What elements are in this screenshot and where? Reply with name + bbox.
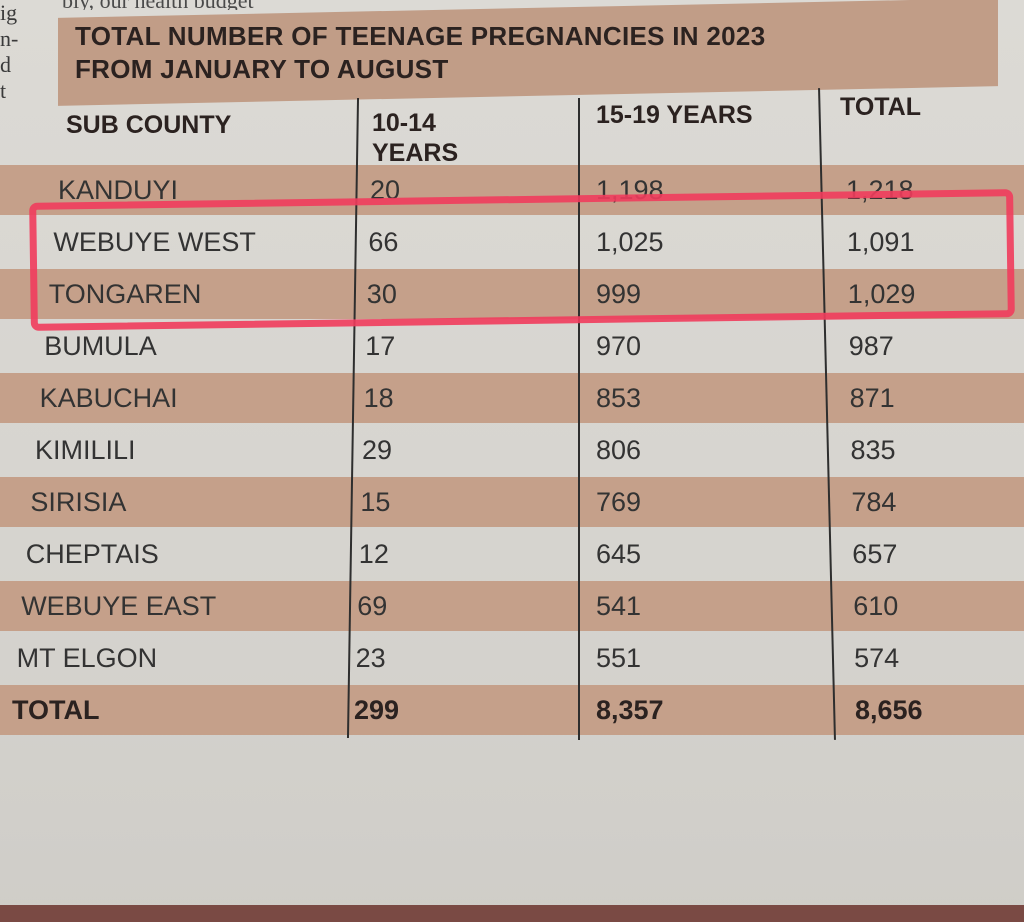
cell-10-14: 12 (358, 539, 389, 569)
cell-total: 1,029 (847, 279, 916, 309)
column-divider-2 (578, 98, 580, 740)
cell-15-19: 645 (596, 539, 642, 569)
header-10-14-years: 10-14 YEARS (372, 108, 458, 168)
header-total: TOTAL (840, 93, 922, 121)
table-row: WEBUYE EAST 69 541 610 (0, 581, 1024, 631)
cell-total: 784 (851, 487, 897, 517)
cell-10-14: 299 (354, 695, 400, 725)
cell-15-19: 551 (596, 643, 642, 673)
cell-subcounty: KABUCHAI (39, 383, 178, 413)
title-line-1: TOTAL NUMBER OF TEENAGE PREGNANCIES IN 2… (75, 21, 766, 51)
margin-text-fragment: ig n- d t (0, 0, 19, 103)
cell-subcounty: CHEPTAIS (25, 539, 159, 569)
cell-15-19: 853 (596, 383, 642, 413)
cell-15-19: 541 (596, 591, 642, 621)
cell-total: 1,218 (846, 175, 914, 205)
cell-10-14: 17 (365, 331, 396, 361)
cell-10-14: 15 (360, 487, 391, 517)
table-row: TONGAREN 30 999 1,029 (0, 269, 1024, 319)
title-line-2: FROM JANUARY TO AUGUST (75, 54, 449, 84)
cell-15-19: 999 (596, 279, 642, 309)
header-10-14-line1: 10-14 (372, 109, 436, 137)
cell-total: 835 (850, 435, 896, 465)
cell-subcounty: MT ELGON (16, 643, 158, 673)
table-title: TOTAL NUMBER OF TEENAGE PREGNANCIES IN 2… (75, 20, 975, 86)
cell-total: 657 (852, 539, 898, 569)
cell-15-19: 970 (596, 331, 642, 361)
cell-15-19: 806 (596, 435, 642, 465)
table-total-row: TOTAL 299 8,357 8,656 (0, 685, 1024, 735)
header-10-14-line2: YEARS (372, 139, 459, 167)
header-subcounty: SUB COUNTY (66, 111, 232, 139)
cell-subcounty: WEBUYE WEST (53, 227, 256, 257)
cell-10-14: 18 (363, 383, 394, 413)
header-15-19-years: 15-19 YEARS (596, 101, 753, 129)
cell-total: 574 (854, 643, 900, 673)
cell-10-14: 30 (366, 279, 397, 309)
cell-total: 871 (849, 383, 895, 413)
table-row: MT ELGON 23 551 574 (0, 633, 1024, 683)
cell-subcounty: KANDUYI (58, 175, 179, 205)
cell-total: 610 (853, 591, 899, 621)
red-highlight-box (29, 189, 1015, 331)
cell-subcounty: BUMULA (44, 331, 157, 361)
table-row: CHEPTAIS 12 645 657 (0, 529, 1024, 579)
cell-subcounty: WEBUYE EAST (21, 591, 217, 621)
page-edge-strip (0, 905, 1024, 922)
cell-total: 8,656 (855, 695, 923, 725)
cell-subcounty: TONGAREN (48, 279, 202, 309)
top-text-fragment: bly, our health budget (62, 0, 962, 10)
cell-10-14: 29 (362, 435, 393, 465)
cell-15-19: 8,357 (596, 695, 664, 725)
table-row: KIMILILI 29 806 835 (0, 425, 1024, 475)
table-row: BUMULA 17 970 987 (0, 321, 1024, 371)
cell-subcounty: SIRISIA (30, 487, 127, 517)
table-row: KANDUYI 20 1,198 1,218 (0, 165, 1024, 215)
table-row: KABUCHAI 18 853 871 (0, 373, 1024, 423)
table-row: WEBUYE WEST 66 1,025 1,091 (0, 217, 1024, 267)
table-row: SIRISIA 15 769 784 (0, 477, 1024, 527)
cell-15-19: 769 (596, 487, 642, 517)
cell-10-14: 69 (357, 591, 388, 621)
cell-10-14: 23 (355, 643, 386, 673)
cell-15-19: 1,025 (596, 227, 664, 257)
cell-15-19: 1,198 (596, 175, 664, 205)
cell-total: 987 (848, 331, 894, 361)
cell-subcounty: KIMILILI (35, 435, 136, 465)
cell-total: 1,091 (846, 227, 915, 257)
cell-subcounty: TOTAL (12, 695, 100, 725)
cell-10-14: 20 (370, 175, 401, 205)
cell-10-14: 66 (368, 227, 399, 257)
